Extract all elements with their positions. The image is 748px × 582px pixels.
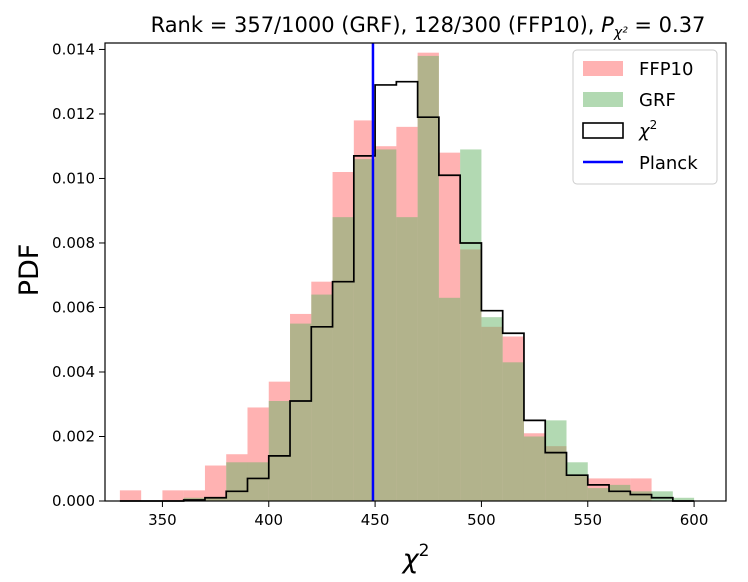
y-tick-label: 0.002 xyxy=(52,427,95,445)
legend-swatch-grf xyxy=(583,92,623,107)
grf-bar xyxy=(609,484,631,501)
legend-label-planck: Planck xyxy=(639,153,698,174)
y-tick-label: 0.006 xyxy=(52,298,95,316)
legend: FFP10 GRF χ2 Planck xyxy=(572,49,718,185)
x-axis-label: χ2 xyxy=(401,541,430,575)
grf-bar xyxy=(481,317,503,501)
grf-bar xyxy=(226,462,248,501)
chart-title-p-subscript: χ² xyxy=(613,25,628,41)
y-axis-label: PDF xyxy=(14,244,45,297)
grf-bar xyxy=(247,462,269,501)
grf-bar xyxy=(502,362,524,501)
grf-bar xyxy=(651,491,673,501)
axes-frame xyxy=(104,42,727,502)
y-tick-label: 0.010 xyxy=(52,169,95,187)
y-tick-label: 0.008 xyxy=(52,234,95,252)
grf-bar xyxy=(375,149,397,501)
ffp10-bar xyxy=(204,465,227,501)
grf-bar xyxy=(438,297,461,501)
grf-bar xyxy=(566,462,588,501)
grf-bar xyxy=(268,401,291,501)
ffp10-bar xyxy=(183,490,205,501)
legend-label-grf: GRF xyxy=(639,90,676,111)
x-tick-label: 600 xyxy=(680,511,709,529)
grf-bar xyxy=(353,159,376,501)
legend-swatch-ffp10 xyxy=(583,61,623,76)
grf-bar xyxy=(396,217,418,502)
chart-title-main: Rank = 357/1000 (GRF), 128/300 (FFP10), xyxy=(151,13,602,37)
grf-bar xyxy=(672,497,695,501)
x-tick-label: 450 xyxy=(361,511,390,529)
grf-bar xyxy=(587,488,610,501)
grf-bar xyxy=(290,323,312,501)
x-axis-label-sup: 2 xyxy=(419,541,430,561)
grf-bar xyxy=(311,294,333,501)
y-tick-label: 0.012 xyxy=(52,105,95,123)
chi2-step-outline xyxy=(119,80,695,502)
legend-label-chi2-base: χ xyxy=(638,121,651,142)
legend-box xyxy=(572,49,718,185)
grf-bars xyxy=(183,55,695,502)
x-axis-label-base: χ xyxy=(401,544,420,575)
chart-title-p-symbol: P xyxy=(601,13,614,37)
x-tick-label: 500 xyxy=(467,511,496,529)
chart-title-p-value: = 0.37 xyxy=(628,13,706,37)
ffp10-bar xyxy=(119,490,142,501)
legend-label-chi2: χ2 xyxy=(638,118,657,142)
legend-swatch-chi2 xyxy=(582,122,624,139)
grf-bar xyxy=(545,420,567,501)
y-tick-label: 0.014 xyxy=(52,40,95,58)
grf-bar xyxy=(332,217,354,502)
x-axis-ticks: 350 400 450 500 550 600 xyxy=(148,501,708,529)
x-tick-label: 400 xyxy=(254,511,283,529)
grf-bar xyxy=(630,491,652,501)
grf-bar xyxy=(204,497,227,501)
y-tick-label: 0.000 xyxy=(52,492,95,510)
grf-bar xyxy=(460,149,482,501)
grf-bar xyxy=(417,55,439,502)
y-axis-ticks: 0.000 0.002 0.004 0.006 0.008 0.010 0.012 0.014 xyxy=(52,40,105,510)
legend-label-ffp10: FFP10 xyxy=(639,59,693,80)
x-tick-label: 550 xyxy=(573,511,602,529)
chart-title: Rank = 357/1000 (GRF), 128/300 (FFP10), … xyxy=(151,13,706,41)
ffp10-bar xyxy=(162,490,184,501)
y-tick-label: 0.004 xyxy=(52,363,95,381)
grf-bar xyxy=(523,436,546,501)
x-tick-label: 350 xyxy=(148,511,177,529)
legend-label-chi2-sup: 2 xyxy=(650,118,658,132)
